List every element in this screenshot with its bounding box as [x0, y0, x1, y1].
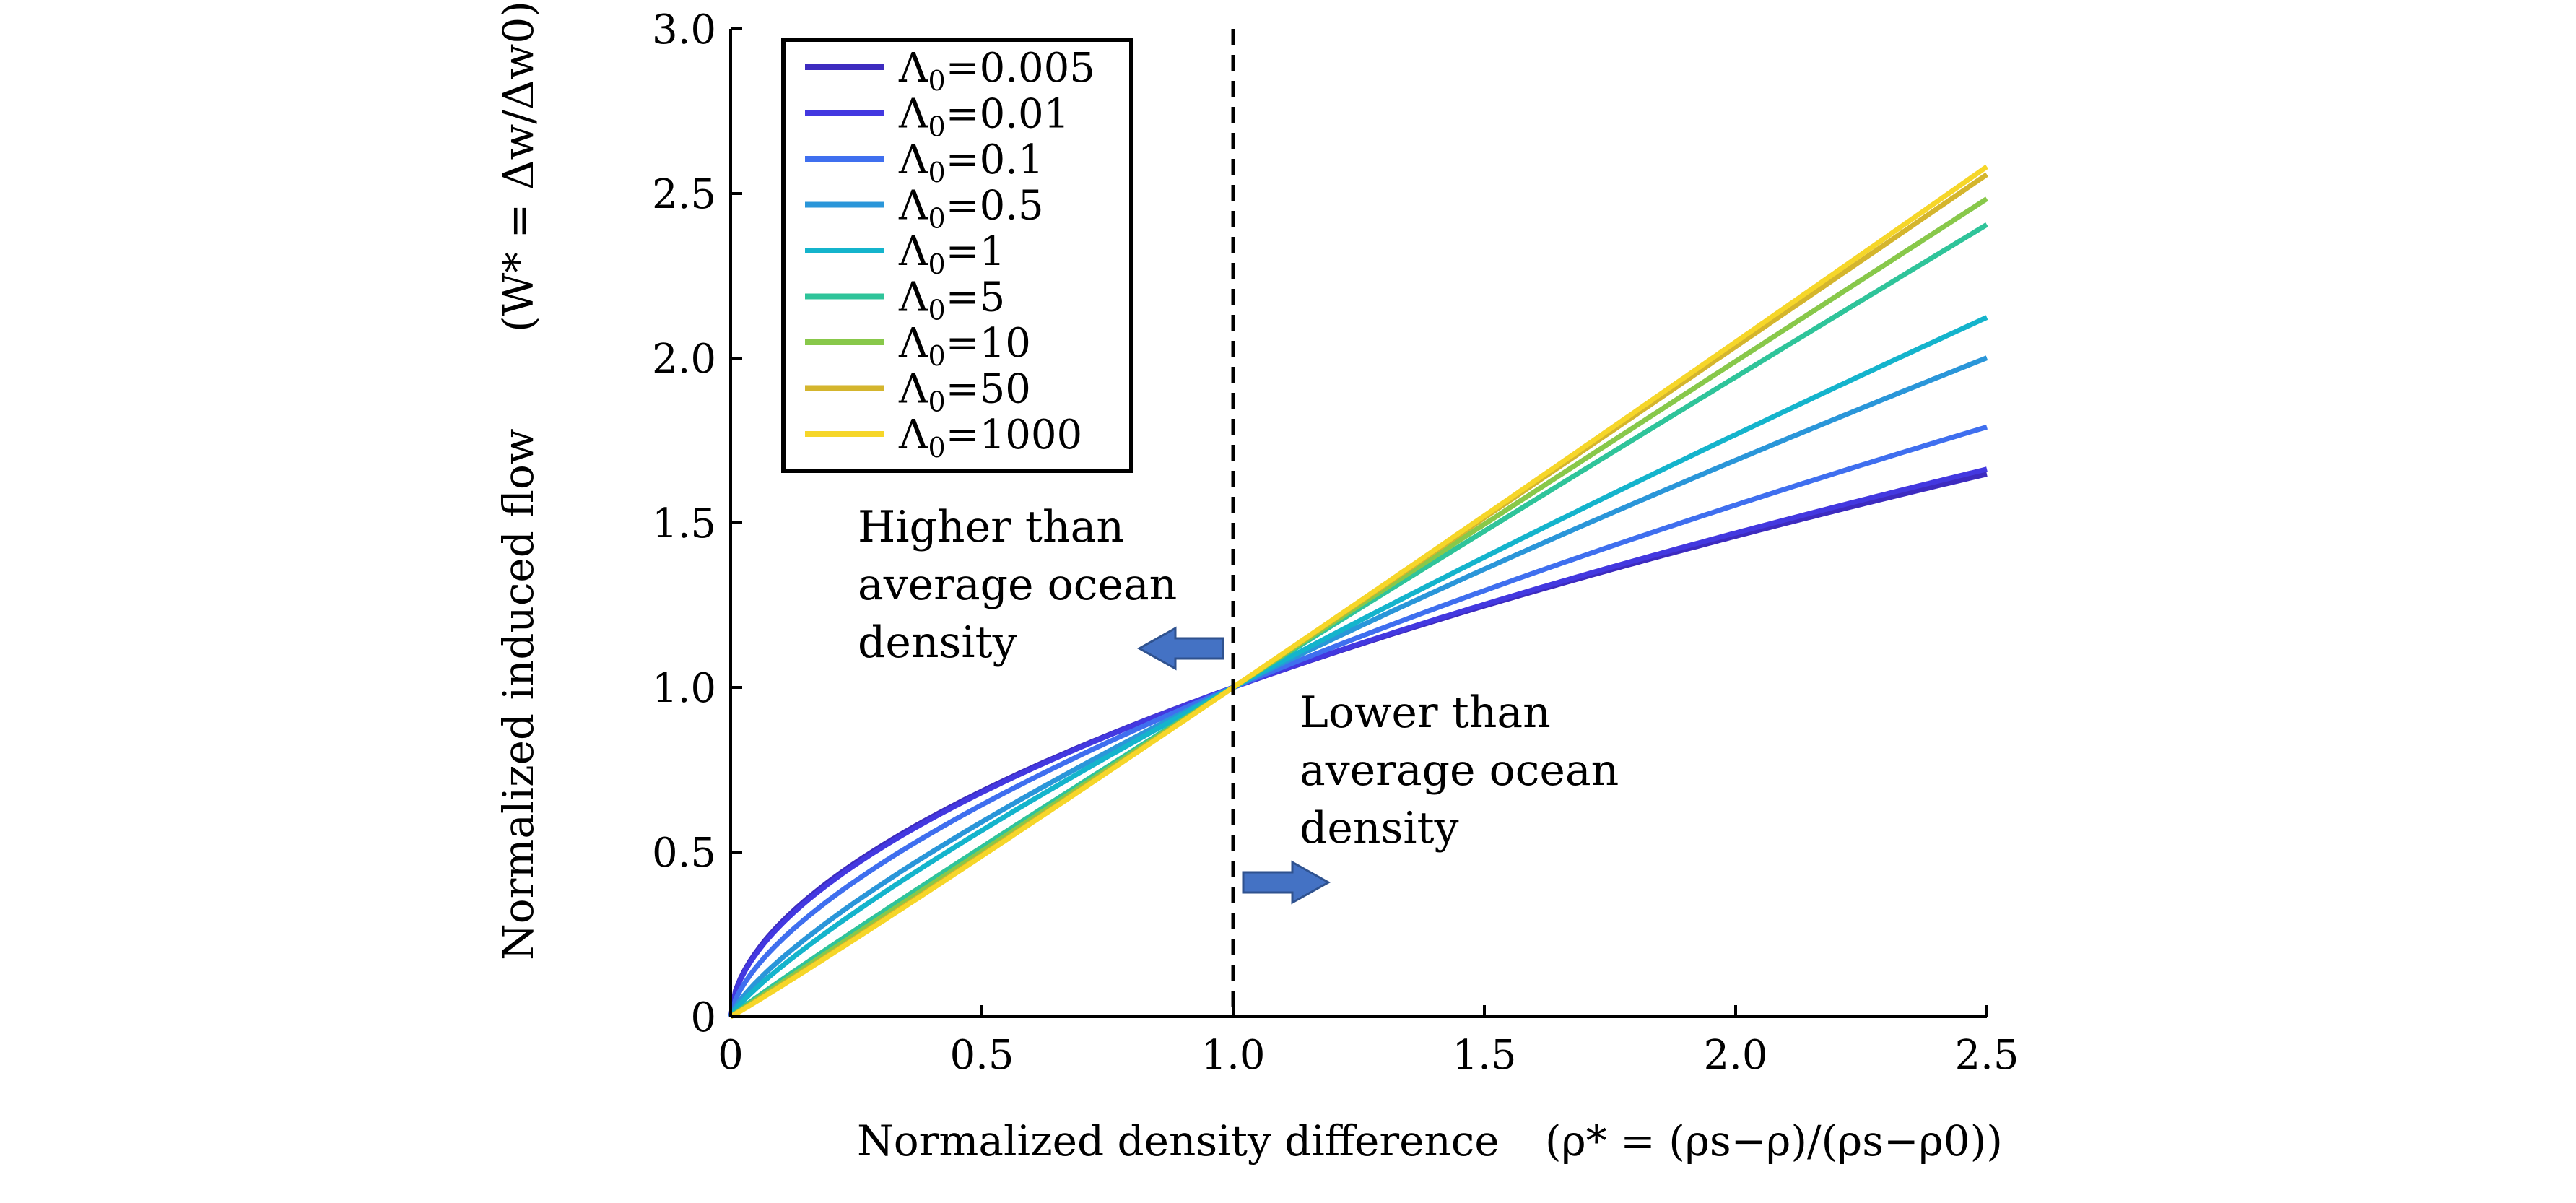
x-tick-label: 1.0	[1201, 1032, 1265, 1079]
legend-label: Λ0=0.005	[898, 45, 1095, 97]
y-tick-label: 3.0	[652, 6, 716, 53]
x-tick-label: 2.0	[1703, 1032, 1767, 1079]
x-axis-formula: (ρ* = (ρs−ρ)/(ρs−ρ0))	[1545, 1116, 2003, 1165]
x-tick-label: 1.5	[1452, 1032, 1516, 1079]
x-tick-label: 2.5	[1954, 1032, 2019, 1079]
legend-label: Λ0=50	[898, 366, 1031, 418]
y-tick-label: 2.5	[652, 171, 716, 218]
y-tick-label: 0.5	[652, 830, 716, 877]
annotation-line: average ocean	[1300, 745, 1619, 796]
legend-label: Λ0=1	[898, 228, 1005, 280]
y-tick-label: 1.5	[652, 500, 716, 547]
y-tick-label: 1.0	[652, 665, 716, 712]
legend-label: Λ0=0.01	[898, 91, 1069, 143]
arrow-right-icon	[1242, 860, 1331, 905]
y-axis-title: Normalized induced flow (W* = Δw/Δw0)	[494, 1, 543, 960]
y-axis-formula: (W* = Δw/Δw0)	[494, 1, 543, 332]
x-tick-label: 0	[718, 1032, 744, 1079]
legend-label: Λ0=0.1	[898, 136, 1044, 188]
annotation-lower-density: Lower than average ocean density	[1242, 687, 1619, 905]
annotation-line: average ocean	[858, 560, 1177, 610]
annotation-line: density	[858, 617, 1017, 668]
series-line	[728, 424, 1988, 1017]
annotation-line: density	[1300, 803, 1459, 854]
ticks: 0 0.5 1.0 1.5 2.0 2.5 0 0.5 1.0 1.5 2.0 2.5 3.0	[652, 6, 2019, 1079]
arrow-left-icon	[1136, 626, 1224, 671]
legend-label: Λ0=10	[898, 320, 1031, 372]
legend: Λ0=0.005Λ0=0.01Λ0=0.1Λ0=0.5Λ0=1Λ0=5Λ0=10…	[781, 38, 1133, 473]
legend-label: Λ0=5	[898, 274, 1005, 326]
x-axis-label: Normalized density difference	[857, 1116, 1500, 1165]
y-axis-label: Normalized induced flow	[494, 428, 543, 960]
x-tick-label: 0.5	[949, 1032, 1014, 1079]
x-axis-title: Normalized density difference (ρ* = (ρs−…	[857, 1116, 2003, 1165]
annotation-line: Higher than	[858, 502, 1124, 552]
series-line	[729, 164, 1989, 1020]
y-tick-label: 2.0	[652, 336, 716, 383]
legend-label: Λ0=1000	[898, 412, 1082, 464]
series-line	[728, 466, 1988, 1017]
y-tick-label: 0	[690, 994, 716, 1041]
legend-items: Λ0=0.005Λ0=0.01Λ0=0.1Λ0=0.5Λ0=1Λ0=5Λ0=10…	[805, 45, 1095, 464]
legend-label: Λ0=0.5	[898, 183, 1044, 235]
annotation-higher-density: Higher than average ocean density	[858, 502, 1224, 671]
series-line	[728, 355, 1988, 1018]
series-line	[728, 222, 1988, 1019]
series-layer	[728, 164, 1989, 1020]
series-line	[728, 315, 1988, 1018]
annotation-line: Lower than	[1300, 687, 1551, 738]
